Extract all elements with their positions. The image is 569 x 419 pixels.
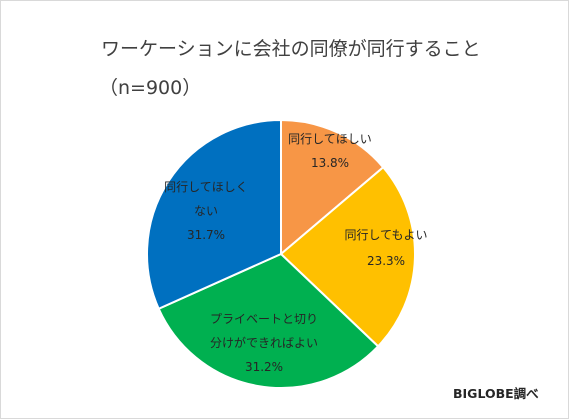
- data-label-category-ok-if-separated: 分けができればよい: [210, 335, 318, 350]
- pie-slice-dont-want-to-accompany: [146, 118, 282, 311]
- pie-slice-ok-to-accompany: [279, 165, 416, 348]
- source-credit: BIGLOBE調べ: [453, 386, 539, 401]
- data-label-category-dont-want-to-accompany: 同行してほしく: [164, 180, 248, 194]
- data-label-value-ok-to-accompany: 23.3%: [367, 254, 405, 268]
- pie-slice-want-to-accompany: [280, 118, 385, 257]
- chart-subtitle-sample-size: （n=900）: [99, 77, 202, 99]
- data-label-value-ok-if-separated: 31.2%: [245, 360, 283, 374]
- data-label-category-want-to-accompany: 同行してほしい: [288, 132, 372, 146]
- chart-title: ワーケーションに会社の同僚が同行すること: [101, 38, 481, 60]
- pie-slice-ok-if-separated: [157, 252, 380, 389]
- data-label-category-ok-if-separated: プライベートと切り: [210, 312, 318, 326]
- data-label-category-dont-want-to-accompany: ない: [194, 204, 218, 218]
- data-label-category-ok-to-accompany: 同行してもよい: [344, 228, 427, 242]
- data-label-value-want-to-accompany: 13.8%: [311, 156, 349, 170]
- data-label-value-dont-want-to-accompany: 31.7%: [187, 228, 225, 242]
